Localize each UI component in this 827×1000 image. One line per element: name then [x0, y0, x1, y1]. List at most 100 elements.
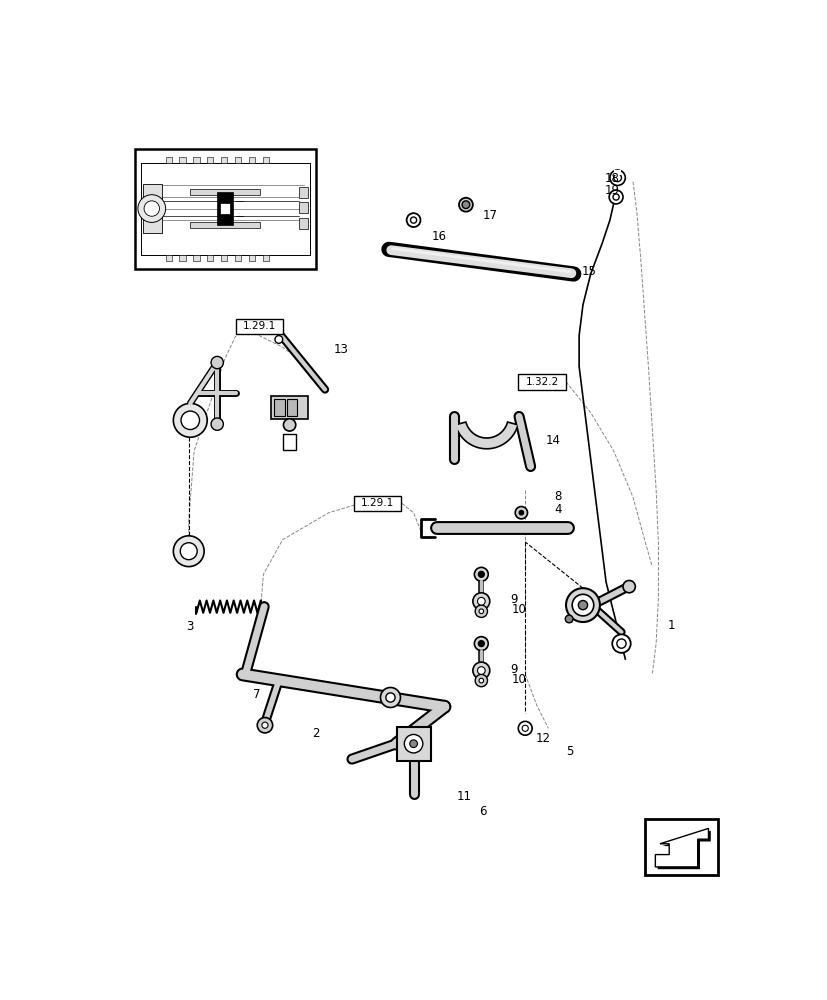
- Circle shape: [404, 734, 423, 753]
- Polygon shape: [455, 422, 518, 449]
- Bar: [613, 170, 621, 175]
- Bar: [179, 255, 185, 261]
- Text: 19: 19: [604, 184, 619, 197]
- Bar: [221, 255, 227, 261]
- Bar: [190, 222, 259, 228]
- Bar: [643, 819, 717, 875]
- Bar: [299, 202, 308, 213]
- Text: 1.29.1: 1.29.1: [242, 321, 276, 331]
- Circle shape: [458, 198, 472, 212]
- Bar: [165, 157, 171, 163]
- Text: 8: 8: [554, 490, 562, 503]
- Circle shape: [380, 687, 400, 708]
- Circle shape: [613, 174, 621, 182]
- Bar: [207, 157, 213, 163]
- Text: 1.29.1: 1.29.1: [361, 498, 394, 508]
- Circle shape: [611, 634, 630, 653]
- Text: 17: 17: [482, 209, 497, 222]
- Circle shape: [138, 195, 165, 222]
- Text: 15: 15: [581, 265, 595, 278]
- Circle shape: [410, 217, 416, 223]
- Bar: [262, 157, 269, 163]
- Bar: [221, 157, 227, 163]
- Text: 10: 10: [511, 673, 526, 686]
- Bar: [248, 157, 255, 163]
- Bar: [179, 157, 185, 163]
- Circle shape: [577, 600, 587, 610]
- Bar: [165, 255, 171, 261]
- Bar: [235, 157, 241, 163]
- Text: 5: 5: [566, 745, 573, 758]
- Circle shape: [409, 740, 417, 748]
- Bar: [135, 149, 315, 269]
- Bar: [217, 192, 232, 225]
- Circle shape: [522, 725, 528, 731]
- Text: 9: 9: [509, 593, 517, 606]
- Bar: [248, 255, 255, 261]
- Circle shape: [571, 594, 593, 616]
- Circle shape: [477, 597, 485, 605]
- Bar: [236, 319, 283, 334]
- Circle shape: [472, 662, 490, 679]
- Circle shape: [609, 170, 624, 185]
- Text: 9: 9: [509, 663, 517, 676]
- Circle shape: [283, 419, 295, 431]
- Bar: [299, 218, 308, 229]
- Circle shape: [478, 641, 484, 647]
- Circle shape: [514, 507, 527, 519]
- Circle shape: [565, 615, 572, 623]
- Circle shape: [519, 510, 523, 515]
- Text: 18: 18: [604, 172, 619, 185]
- Circle shape: [475, 674, 487, 687]
- Text: 14: 14: [545, 434, 561, 447]
- Circle shape: [211, 418, 223, 430]
- Circle shape: [406, 213, 420, 227]
- Circle shape: [518, 721, 532, 735]
- Bar: [194, 157, 199, 163]
- Bar: [274, 399, 284, 416]
- Circle shape: [275, 336, 282, 343]
- Bar: [518, 374, 566, 389]
- Text: 4: 4: [554, 503, 562, 516]
- Circle shape: [609, 190, 622, 204]
- Circle shape: [474, 637, 488, 651]
- Circle shape: [211, 356, 223, 369]
- Text: 6: 6: [479, 805, 486, 818]
- Bar: [142, 184, 161, 233]
- Text: 16: 16: [431, 230, 446, 243]
- Circle shape: [461, 201, 469, 209]
- Circle shape: [180, 543, 197, 560]
- Circle shape: [622, 580, 634, 593]
- Polygon shape: [654, 828, 708, 867]
- Text: 11: 11: [457, 790, 471, 803]
- Bar: [299, 187, 308, 198]
- Bar: [235, 255, 241, 261]
- Circle shape: [566, 588, 600, 622]
- Circle shape: [477, 667, 485, 674]
- Circle shape: [472, 593, 490, 610]
- Bar: [283, 434, 295, 450]
- Circle shape: [616, 639, 625, 648]
- Circle shape: [181, 411, 199, 430]
- Circle shape: [173, 536, 204, 567]
- Circle shape: [475, 605, 487, 617]
- Circle shape: [479, 678, 483, 683]
- Bar: [396, 727, 431, 761]
- Text: 2: 2: [312, 727, 319, 740]
- Circle shape: [385, 693, 394, 702]
- Bar: [207, 255, 213, 261]
- Bar: [262, 255, 269, 261]
- Circle shape: [612, 194, 619, 200]
- Text: 3: 3: [186, 620, 194, 634]
- Circle shape: [144, 201, 160, 216]
- Text: 1.32.2: 1.32.2: [525, 377, 558, 387]
- Polygon shape: [657, 831, 710, 869]
- Text: 7: 7: [253, 688, 261, 701]
- Bar: [353, 496, 401, 511]
- Text: 13: 13: [333, 343, 348, 356]
- Circle shape: [261, 722, 268, 728]
- Circle shape: [173, 403, 207, 437]
- Text: 10: 10: [511, 603, 526, 616]
- Bar: [220, 203, 229, 214]
- Bar: [270, 396, 308, 419]
